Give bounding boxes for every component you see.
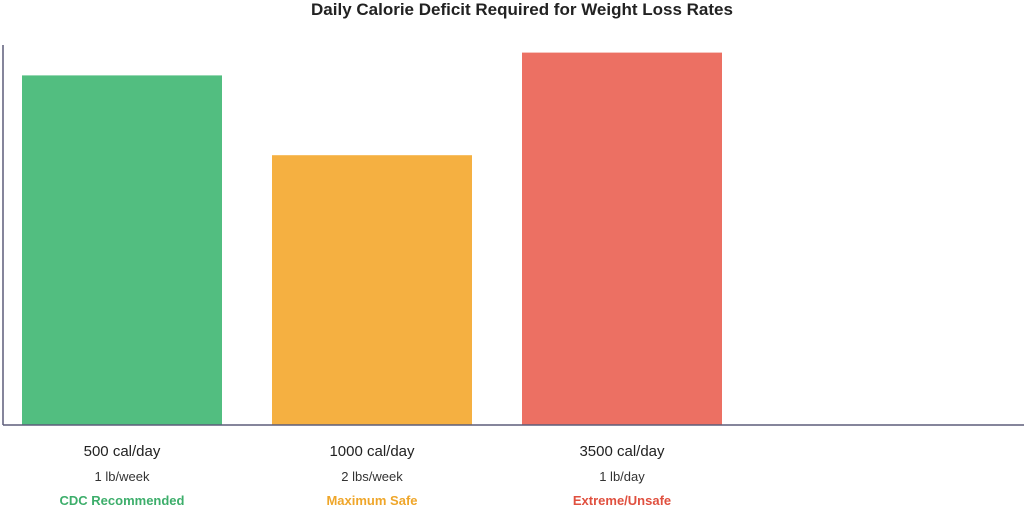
annotation-label: Extreme/Unsafe	[573, 493, 671, 506]
category-label: 500 cal/day	[84, 443, 161, 460]
rate-label: 2 lbs/week	[341, 469, 403, 484]
annotation-label: Maximum Safe	[326, 493, 417, 506]
bar-1	[22, 75, 222, 426]
rate-label: 1 lb/week	[95, 469, 150, 484]
category-label: 3500 cal/day	[579, 443, 665, 460]
bar-2	[272, 155, 472, 425]
chart-title: Daily Calorie Deficit Required for Weigh…	[311, 0, 733, 19]
annotation-label: CDC Recommended	[60, 493, 185, 506]
category-label: 1000 cal/day	[329, 443, 415, 460]
bar-3	[522, 52, 722, 425]
rate-label: 1 lb/day	[599, 469, 645, 484]
